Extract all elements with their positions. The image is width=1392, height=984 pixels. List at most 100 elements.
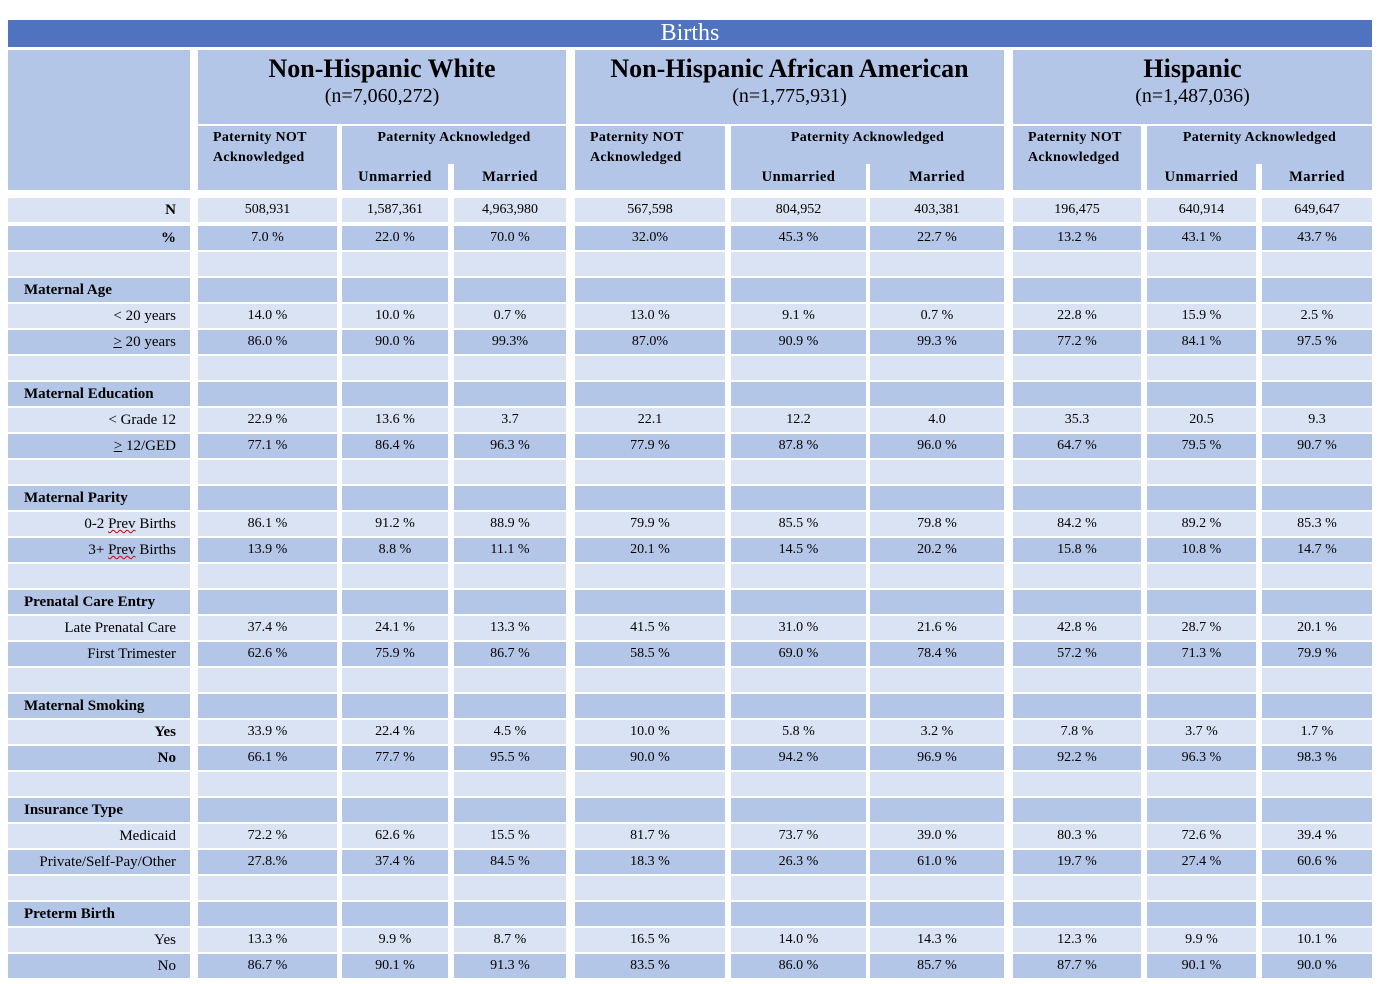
- value-cell: 84.2 %: [1013, 512, 1141, 536]
- row-label-prefix: >: [113, 438, 123, 454]
- row-label-text: Yes: [154, 932, 176, 948]
- group-name: Hispanic: [1143, 54, 1242, 83]
- value-cell: 86.1 %: [198, 512, 337, 536]
- spacer-cell: [198, 460, 337, 484]
- value-cell: 21.6 %: [870, 616, 1004, 640]
- spacer-cell: [198, 772, 337, 796]
- section-cell: [454, 798, 566, 822]
- section-cell: [342, 382, 448, 406]
- value-cell: 8.8 %: [342, 538, 448, 562]
- value-cell: 85.5 %: [731, 512, 866, 536]
- value-cell: 57.2 %: [1013, 642, 1141, 666]
- group-header: Non-Hispanic African American (n=1,775,93…: [575, 50, 1004, 124]
- spacer-cell: [731, 356, 866, 380]
- value-cell: 96.0 %: [870, 434, 1004, 458]
- spacer-cell: [870, 564, 1004, 588]
- value-cell: 66.1 %: [198, 746, 337, 770]
- value-cell: 88.9 %: [454, 512, 566, 536]
- section-cell: [870, 902, 1004, 926]
- value-cell: 12.2: [731, 408, 866, 432]
- value-cell: 77.1 %: [198, 434, 337, 458]
- row-label-text: Yes: [154, 724, 176, 740]
- section-cell: [870, 486, 1004, 510]
- group-name: Non-Hispanic African American: [610, 54, 969, 83]
- row-label-prev: Prev: [108, 542, 136, 558]
- section-cell: [198, 382, 337, 406]
- value-cell: 42.8 %: [1013, 616, 1141, 640]
- paternity-not-acknowledged-header: Paternity NOT Acknowledged: [575, 126, 725, 190]
- row-label: < 20 years: [8, 304, 190, 328]
- spacer-cell: [731, 772, 866, 796]
- value-cell: 11.1 %: [454, 538, 566, 562]
- section-cell: [731, 798, 866, 822]
- value-cell: 77.2 %: [1013, 330, 1141, 354]
- value-cell: 7.8 %: [1013, 720, 1141, 744]
- row-label-pre: 3+: [88, 542, 109, 558]
- section-cell: [198, 798, 337, 822]
- spacer-cell: [1013, 668, 1141, 692]
- spacer-cell: [1013, 356, 1141, 380]
- section-title: Maternal Parity: [8, 486, 190, 510]
- header-corner: [8, 50, 190, 190]
- row-label-text: No: [157, 958, 176, 974]
- spacer-cell: [731, 876, 866, 900]
- value-cell: 69.0 %: [731, 642, 866, 666]
- value-cell: 9.1 %: [731, 304, 866, 328]
- value-cell: 20.5: [1147, 408, 1256, 432]
- spacer-cell: [198, 668, 337, 692]
- row-label: 3+ Prev Births: [8, 538, 190, 562]
- section-cell: [342, 486, 448, 510]
- section-cell: [575, 694, 725, 718]
- spacer-cell: [342, 772, 448, 796]
- section-cell: [198, 486, 337, 510]
- spacer-cell: [1147, 460, 1256, 484]
- spacer-cell: [1147, 876, 1256, 900]
- row-label-text: 12/GED: [122, 438, 176, 454]
- spacer-cell: [1262, 356, 1372, 380]
- value-cell: 22.0 %: [342, 226, 448, 250]
- section-cell: [342, 590, 448, 614]
- section-title: Maternal Smoking: [8, 694, 190, 718]
- section-cell: [198, 590, 337, 614]
- row-label: < Grade 12: [8, 408, 190, 432]
- section-cell: [575, 486, 725, 510]
- value-cell: 86.7 %: [454, 642, 566, 666]
- value-cell: 84.1 %: [1147, 330, 1256, 354]
- value-cell: 96.3 %: [1147, 746, 1256, 770]
- section-cell: [1147, 382, 1256, 406]
- spacer-cell: [342, 356, 448, 380]
- row-label-prefix: >: [113, 334, 122, 350]
- section-cell: [342, 278, 448, 302]
- group-header: Hispanic (n=1,487,036): [1013, 50, 1372, 124]
- value-cell: 78.4 %: [870, 642, 1004, 666]
- section-cell: [731, 486, 866, 510]
- spacer-cell: [1013, 252, 1141, 276]
- section-cell: [731, 694, 866, 718]
- value-cell: 27.8.%: [198, 850, 337, 874]
- value-cell: 79.8 %: [870, 512, 1004, 536]
- value-cell: 22.9 %: [198, 408, 337, 432]
- section-cell: [454, 694, 566, 718]
- section-cell: [1147, 590, 1256, 614]
- value-cell: 83.5 %: [575, 954, 725, 978]
- paternity-not-acknowledged-header: Paternity NOT Acknowledged: [198, 126, 337, 190]
- married-header: Married: [1262, 164, 1372, 190]
- row-label: > 20 years: [8, 330, 190, 354]
- value-cell: 14.3 %: [870, 928, 1004, 952]
- value-cell: 14.0 %: [198, 304, 337, 328]
- value-cell: 27.4 %: [1147, 850, 1256, 874]
- spacer-cell: [454, 356, 566, 380]
- spacer-row: [8, 876, 190, 900]
- value-cell: 4,963,980: [454, 198, 566, 222]
- value-cell: 14.5 %: [731, 538, 866, 562]
- spacer-row: [8, 668, 190, 692]
- section-cell: [1262, 486, 1372, 510]
- value-cell: 96.3 %: [454, 434, 566, 458]
- value-cell: 20.1 %: [575, 538, 725, 562]
- section-cell: [1262, 278, 1372, 302]
- row-label: %: [8, 226, 190, 250]
- value-cell: 90.0 %: [342, 330, 448, 354]
- value-cell: 5.8 %: [731, 720, 866, 744]
- section-cell: [1262, 798, 1372, 822]
- value-cell: 89.2 %: [1147, 512, 1256, 536]
